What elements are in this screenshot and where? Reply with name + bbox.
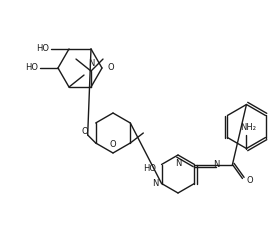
Text: NH₂: NH₂ [241, 123, 256, 131]
Text: HO: HO [25, 63, 38, 73]
Text: O: O [81, 128, 88, 136]
Text: N: N [213, 160, 220, 169]
Text: N: N [152, 179, 158, 188]
Text: HO: HO [36, 44, 49, 53]
Text: O: O [246, 176, 253, 185]
Text: O: O [107, 63, 114, 73]
Text: N: N [88, 59, 94, 68]
Text: N: N [175, 159, 181, 168]
Text: O: O [110, 140, 116, 149]
Text: HO: HO [144, 164, 157, 173]
